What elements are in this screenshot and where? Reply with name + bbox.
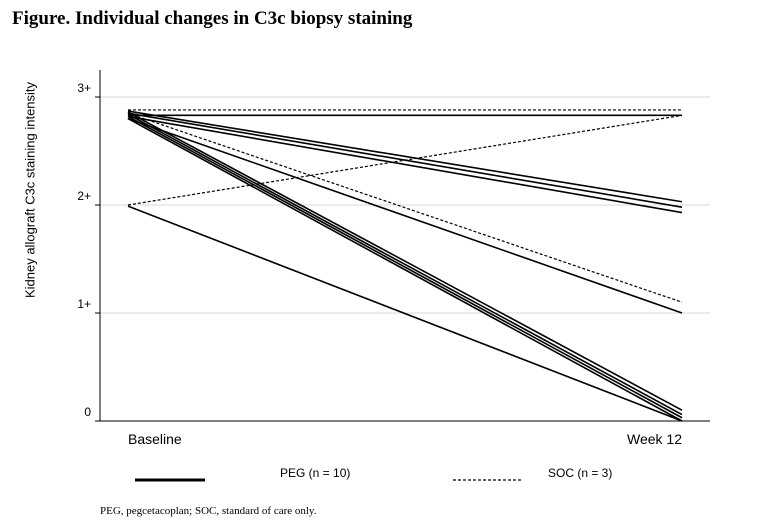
series-line-peg bbox=[127, 111, 683, 411]
grid-lines bbox=[100, 96, 710, 314]
series-line-peg bbox=[127, 115, 683, 214]
series-line-peg bbox=[127, 205, 683, 422]
legend-label-soc: SOC (n = 3) bbox=[548, 466, 613, 480]
legend-label-peg: PEG (n = 10) bbox=[280, 466, 351, 480]
y-tick-label: 0 bbox=[84, 405, 91, 419]
y-tick-label: 1+ bbox=[77, 297, 91, 311]
series-line-peg bbox=[127, 113, 683, 416]
legend-soc: SOC (n = 3) bbox=[453, 466, 713, 486]
series-line-soc bbox=[127, 112, 683, 303]
series-lines bbox=[127, 109, 683, 422]
series-line-peg bbox=[127, 110, 683, 203]
axes bbox=[95, 70, 710, 422]
x-tick-label: Week 12 bbox=[627, 431, 682, 447]
legend-dashed-swatch bbox=[453, 479, 523, 481]
chart-title: Figure. Individual changes in C3c biopsy… bbox=[12, 8, 413, 29]
y-tick-label: 2+ bbox=[77, 189, 91, 203]
series-line-soc bbox=[127, 114, 683, 206]
footnote: PEG, pegcetacoplan; SOC, standard of car… bbox=[100, 505, 317, 517]
tick-labels: 0 1+ 2+ 3+ Baseline Week 12 bbox=[77, 81, 682, 447]
y-tick-label: 3+ bbox=[77, 81, 91, 95]
series-line-peg bbox=[127, 117, 683, 422]
series-line-peg bbox=[127, 117, 683, 314]
series-line-peg bbox=[127, 115, 683, 419]
legend-peg: PEG (n = 10) bbox=[135, 466, 395, 486]
legend-solid-swatch bbox=[135, 478, 205, 482]
x-tick-label: Baseline bbox=[128, 431, 182, 447]
